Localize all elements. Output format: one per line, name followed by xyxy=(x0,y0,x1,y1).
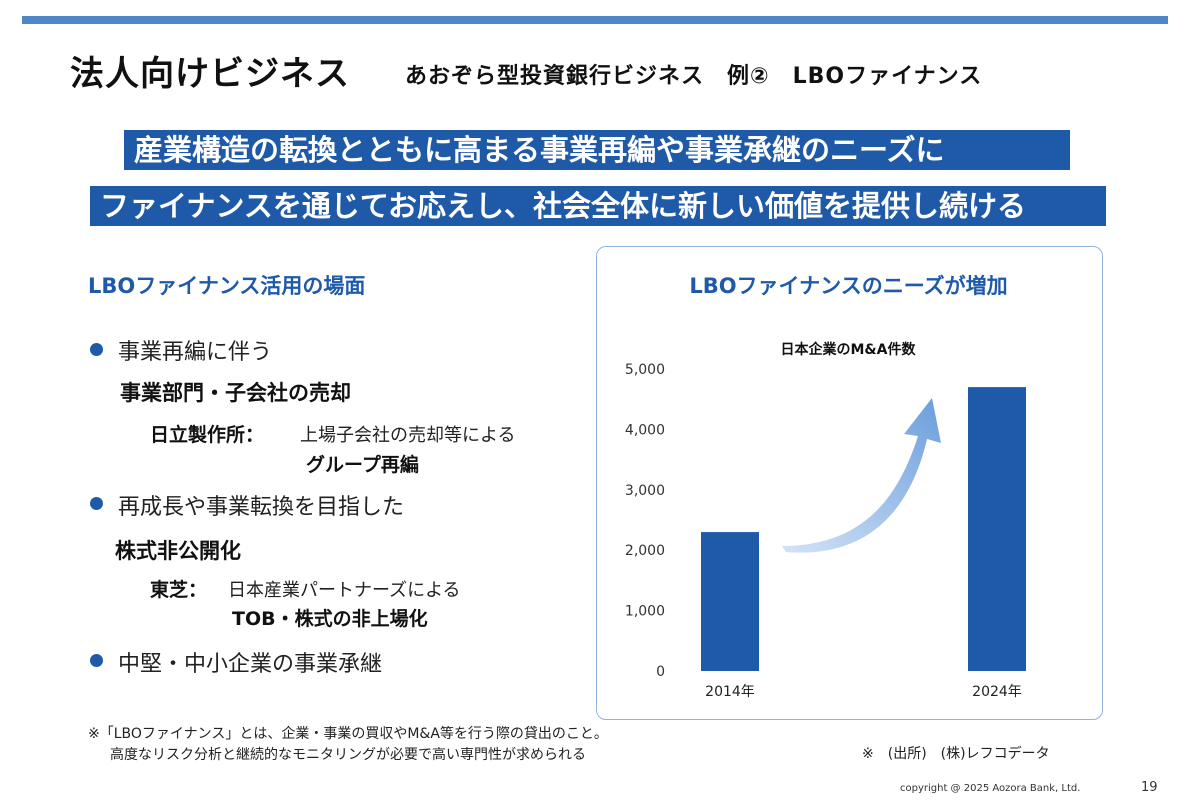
x-tick-label: 2014年 xyxy=(705,684,755,700)
x-axis: 2014年 2024年 xyxy=(705,684,1022,700)
bullet-1-example-company: 日立製作所： xyxy=(150,424,265,446)
growth-arrow-icon xyxy=(782,398,941,553)
y-tick-label: 3,000 xyxy=(625,483,665,499)
page-subtitle: あおぞら型投資銀行ビジネス 例② LBOファイナンス xyxy=(405,64,983,89)
banner-line-1: 産業構造の転換とともに高まる事業再編や事業承継のニーズに xyxy=(124,130,1070,170)
bullet-dot xyxy=(90,343,103,356)
data-source: ※ (出所) (株)レフコデータ xyxy=(862,746,1050,762)
bullet-2-text: 再成長や事業転換を目指した xyxy=(118,495,405,520)
bullet-2-example-company: 東芝： xyxy=(150,579,208,601)
bar-0 xyxy=(701,532,759,671)
lbo-definition-note-2: 高度なリスク分析と継続的なモニタリングが必要で高い専門性が求められる xyxy=(110,747,586,763)
bullet-dot xyxy=(90,654,103,667)
page-title: 法人向けビジネス xyxy=(70,54,350,94)
copyright: copyright @ 2025 Aozora Bank, Ltd. xyxy=(900,783,1081,794)
chart-panel-heading: LBOファイナンスのニーズが増加 xyxy=(689,274,1008,298)
y-tick-label: 2,000 xyxy=(625,543,665,559)
bullet-2-example-result: TOB・株式の非上場化 xyxy=(232,608,428,630)
chart-title: 日本企業のM&A件数 xyxy=(781,341,917,358)
bullet-3-text: 中堅・中小企業の事業承継 xyxy=(118,652,383,677)
bullet-1-bold: 事業部門・子会社の売却 xyxy=(120,381,351,405)
bar-1 xyxy=(968,387,1026,671)
bullet-dot xyxy=(90,497,103,510)
ma-count-chart: 日本企業のM&A件数 0 1,000 2,000 3,000 4,000 5,000 20… xyxy=(625,341,1026,700)
bullet-2-bold: 株式非公開化 xyxy=(115,539,241,563)
y-tick-label: 5,000 xyxy=(625,362,665,378)
y-tick-label: 1,000 xyxy=(625,604,665,620)
bullet-1-example-result: グループ再編 xyxy=(306,454,419,476)
bar-series xyxy=(701,387,1026,671)
y-axis: 0 1,000 2,000 3,000 4,000 5,000 xyxy=(625,362,665,680)
bullet-1-example-text: 上場子会社の売却等による xyxy=(300,425,516,446)
y-tick-label: 4,000 xyxy=(625,422,665,438)
banner-line-2: ファイナンスを通じてお応えし、社会全体に新しい価値を提供し続ける xyxy=(90,186,1106,226)
lbo-definition-note: ※「LBOファイナンス」とは、企業・事業の買収やM&A等を行う際の貸出のこと。 xyxy=(88,726,608,742)
bullet-1-text: 事業再編に伴う xyxy=(118,340,273,365)
bullet-2-example-text: 日本産業パートナーズによる xyxy=(228,580,461,601)
y-tick-label: 0 xyxy=(656,664,665,680)
x-tick-label: 2024年 xyxy=(972,684,1022,700)
page-number: 19 xyxy=(1141,780,1158,795)
top-accent-bar xyxy=(22,16,1168,24)
usage-scenes-title: LBOファイナンス活用の場面 xyxy=(88,274,366,298)
